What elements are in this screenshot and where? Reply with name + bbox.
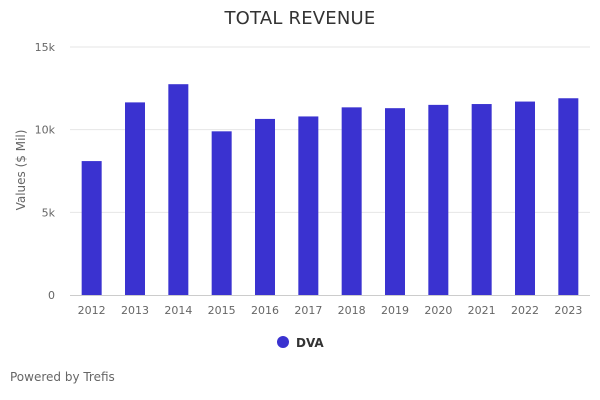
bar-2016[interactable] bbox=[255, 118, 275, 295]
bar-2012[interactable] bbox=[81, 161, 102, 295]
gridlines bbox=[70, 46, 590, 213]
x-tick-label: 2023 bbox=[554, 304, 582, 317]
x-tick-label: 2014 bbox=[164, 304, 192, 317]
x-axis-ticks: 2012 2013 2014 2015 2016 2017 2018 2019 2020 2021… bbox=[78, 304, 583, 317]
x-tick-label: 2017 bbox=[294, 304, 322, 317]
bar-2022[interactable] bbox=[515, 101, 535, 295]
y-tick-label: 0 bbox=[48, 289, 55, 302]
y-tick-label: 5k bbox=[42, 206, 56, 219]
legend-marker-dva bbox=[277, 336, 289, 348]
bar-2018[interactable] bbox=[341, 107, 362, 295]
chart-title: TOTAL REVENUE bbox=[223, 8, 375, 29]
legend-label-dva: DVA bbox=[296, 336, 324, 350]
y-axis-label: Values ($ Mil) bbox=[14, 130, 28, 211]
bar-2019[interactable] bbox=[385, 108, 405, 295]
x-tick-label: 2015 bbox=[208, 304, 236, 317]
x-tick-label: 2020 bbox=[424, 304, 452, 317]
bar-2017[interactable] bbox=[298, 116, 319, 295]
bar-2023[interactable] bbox=[558, 98, 579, 296]
y-tick-label: 10k bbox=[35, 124, 56, 137]
x-tick-label: 2021 bbox=[468, 304, 496, 317]
x-tick-label: 2019 bbox=[381, 304, 409, 317]
bar-2015[interactable] bbox=[211, 131, 232, 295]
x-tick-label: 2022 bbox=[511, 304, 539, 317]
bar-2013[interactable] bbox=[125, 102, 145, 296]
legend[interactable]: DVA bbox=[277, 336, 324, 350]
bar-2021[interactable] bbox=[471, 104, 492, 295]
powered-by-credit[interactable]: Powered by Trefis bbox=[10, 370, 115, 384]
x-tick-label: 2012 bbox=[78, 304, 106, 317]
x-tick-label: 2018 bbox=[338, 304, 366, 317]
x-tick-label: 2013 bbox=[121, 304, 149, 317]
bar-2014[interactable] bbox=[168, 84, 189, 295]
bar-2020[interactable] bbox=[428, 104, 449, 295]
y-axis-ticks: 0 5k 10k 15k bbox=[35, 41, 56, 302]
x-tick-label: 2016 bbox=[251, 304, 279, 317]
bars bbox=[81, 84, 579, 296]
y-tick-label: 15k bbox=[35, 41, 56, 54]
